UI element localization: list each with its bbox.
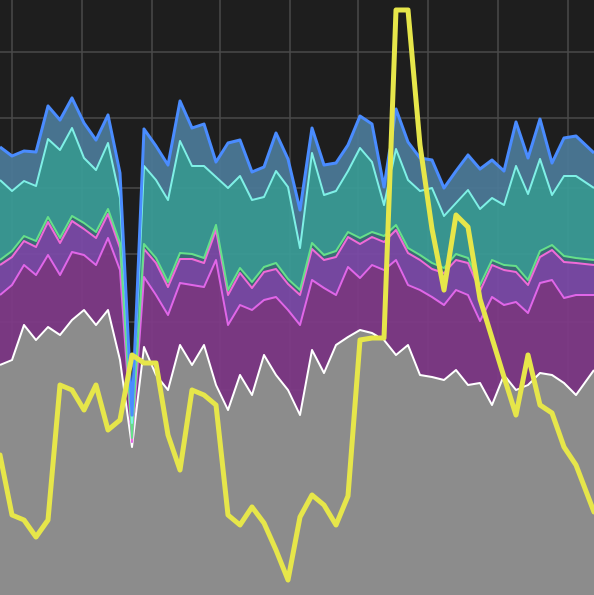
- area-series-2: [0, 238, 594, 447]
- area-edge-series-2: [0, 237, 594, 443]
- area-edge-series-6: [0, 96, 594, 417]
- overlay-line: [0, 7, 594, 583]
- area-series-6: [0, 98, 594, 423]
- area-edge-series-5: [0, 127, 594, 424]
- area-series-5: [0, 128, 594, 438]
- area-series-3: [0, 214, 594, 442]
- area-edge-series-4: [0, 208, 594, 439]
- area-edge-series-1: [0, 309, 594, 448]
- line-series: [0, 7, 594, 583]
- area-edge-series-3: [0, 213, 594, 441]
- area-series-1: [0, 310, 594, 595]
